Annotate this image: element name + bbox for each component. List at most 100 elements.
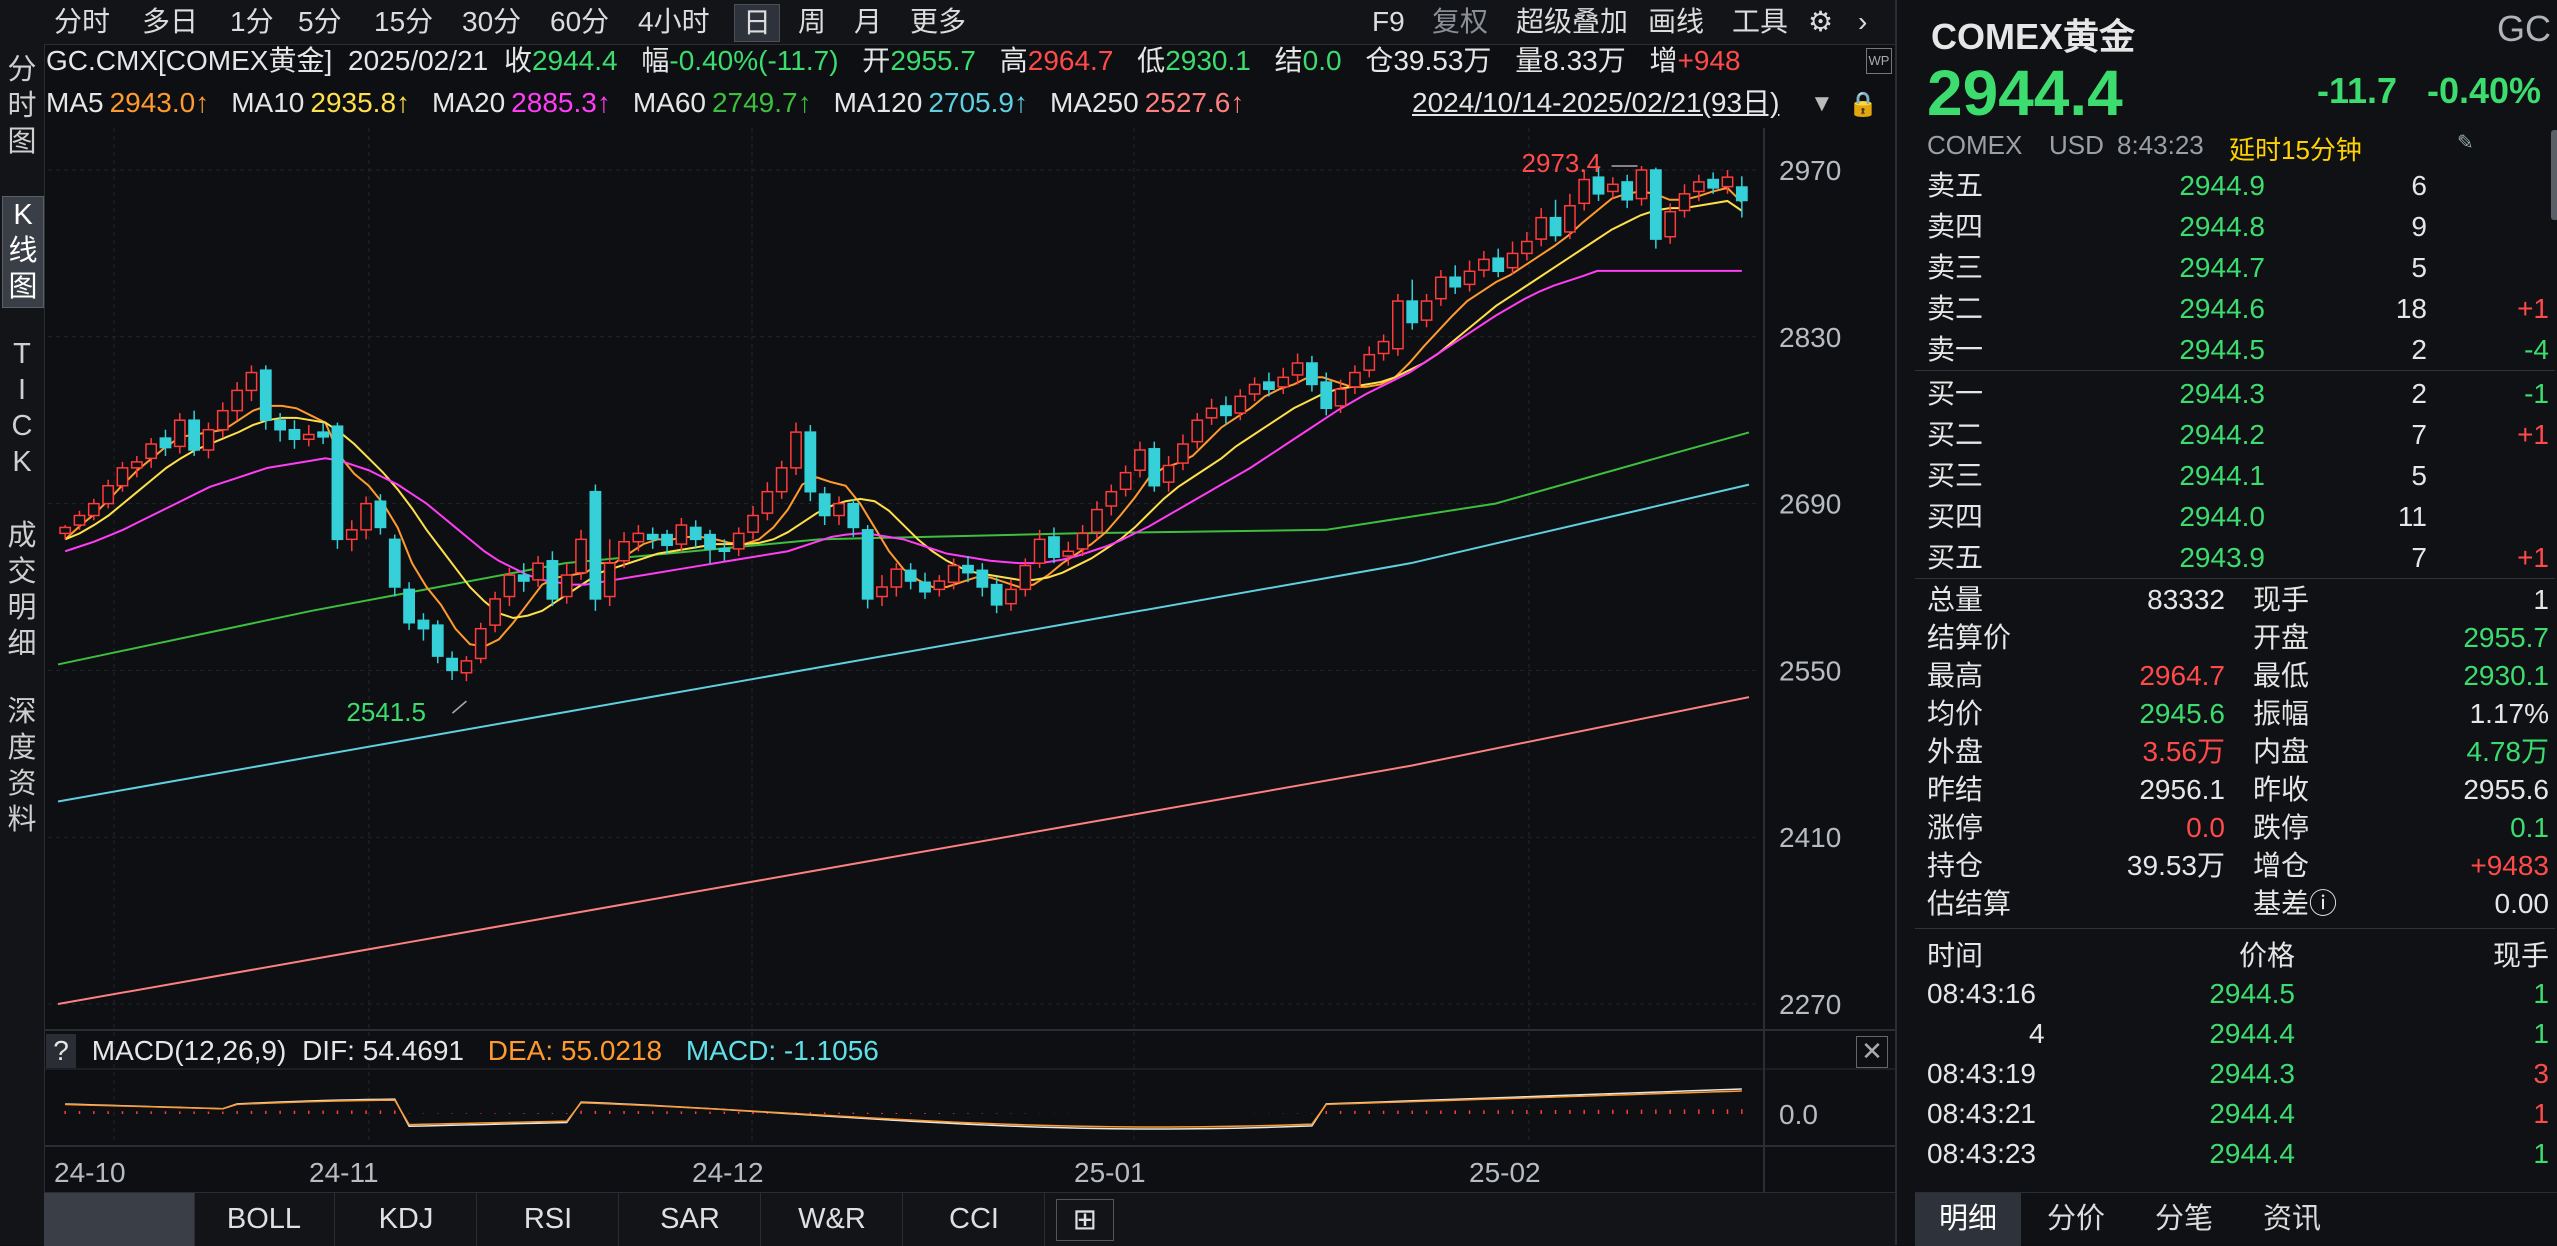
ask-label: 卖四 (1927, 211, 1984, 242)
indicator-tab-cci[interactable]: CCI (904, 1193, 1045, 1246)
indicator-tab-wr[interactable]: W&R (762, 1193, 903, 1246)
tool-button-3[interactable]: 画线 (1648, 6, 1705, 37)
settle-field: 结0.0 (1274, 45, 1342, 76)
candle (962, 556, 974, 583)
candle (403, 582, 416, 630)
edit-icon[interactable]: ✎ (2457, 132, 2474, 154)
period-tab-10[interactable]: 月 (854, 6, 883, 37)
detail-tab-0[interactable]: 明细 (1915, 1193, 2021, 1246)
candle (1334, 379, 1347, 414)
bid-change: +1 (2517, 419, 2549, 450)
period-tab-9[interactable]: 周 (798, 6, 827, 37)
help-icon[interactable]: ? (46, 1034, 76, 1068)
left-tab-1[interactable]: K 线 图 (2, 196, 44, 308)
kline-chart[interactable]: 2970 2830 2690 2550 2410 2270 24-10 24-11 24-12 2… (44, 44, 1895, 1192)
period-tab-4[interactable]: 15分 (374, 6, 434, 37)
ma-value: 2943.0↑ (109, 87, 210, 118)
period-tab-5[interactable]: 30分 (462, 6, 522, 37)
bid-row: 买三 2944.1 5 (1897, 456, 2557, 496)
indicator-tab-kdj[interactable]: KDJ (336, 1193, 477, 1246)
period-tab-11[interactable]: 更多 (910, 6, 967, 37)
wp-badge[interactable]: WP (1866, 48, 1892, 74)
candle (474, 622, 487, 664)
candle (847, 498, 860, 537)
stat-label: 基差ⓘ (2253, 888, 2338, 919)
candle (1363, 346, 1376, 378)
candle (732, 527, 745, 557)
candle (431, 620, 444, 664)
ma-line-ma5 (64, 186, 1743, 648)
ask-label: 卖三 (1927, 252, 1984, 283)
x-tick-label: 25-01 (1074, 1157, 1146, 1188)
detail-tab-2[interactable]: 分笔 (2154, 1203, 2213, 1235)
quote-time: 8:43:23 (2117, 130, 2204, 160)
candle (173, 413, 186, 454)
period-tab-3[interactable]: 5分 (298, 6, 342, 37)
tool-button-1[interactable]: 复权 (1432, 6, 1489, 37)
ma-value: 2885.3↑ (511, 87, 611, 118)
period-tab-8[interactable]: 日 (734, 4, 781, 42)
candle (1091, 501, 1103, 540)
dea-line (65, 1090, 1742, 1128)
candle (73, 510, 86, 530)
candle (1177, 434, 1189, 471)
detail-tab-3[interactable]: 资讯 (2262, 1203, 2321, 1235)
close-field: 收2944.4 (503, 45, 618, 76)
stat-row: 结算价 开盘 2955.7 (1897, 618, 2557, 658)
candle (1563, 193, 1576, 240)
period-tab-1[interactable]: 多日 (142, 6, 199, 37)
period-tab-0[interactable]: 分时 (54, 6, 111, 37)
left-tab-4[interactable]: 深 度 资 料 (7, 696, 37, 836)
y-tick-label: 2690 (1779, 489, 1841, 520)
range-dropdown-icon[interactable]: ▼ (1810, 90, 1834, 117)
stat-row: 总量 83332 现手 1 (1897, 580, 2557, 620)
close-icon[interactable]: ✕ (1856, 1036, 1888, 1068)
gear-icon[interactable]: ⚙ (1808, 6, 1834, 37)
candle (417, 613, 430, 641)
tick-price: 2944.4 (2209, 1018, 2295, 1049)
candle (503, 567, 516, 607)
candle (833, 496, 845, 526)
stat-value: 2955.7 (2463, 622, 2549, 653)
candle (489, 591, 501, 633)
ma-line-ma250 (57, 696, 1750, 1005)
period-tab-6[interactable]: 60分 (550, 6, 610, 37)
left-tab-2[interactable]: T I C K (11, 338, 33, 478)
chevron-right-icon[interactable]: › (1858, 6, 1868, 37)
tool-button-4[interactable]: 工具 (1732, 6, 1789, 37)
tool-button-0[interactable]: F9 (1372, 6, 1405, 37)
bid-price: 2944.1 (2179, 460, 2265, 491)
left-tab-0[interactable]: 分 时 图 (7, 54, 37, 158)
ticks-separator (1915, 928, 2555, 929)
ma-line-ma60 (57, 431, 1750, 666)
date-range[interactable]: 2024/10/14-2025/02/21(93日) (1412, 87, 1780, 118)
lock-icon[interactable]: 🔒 (1848, 91, 1878, 118)
tick-row: 08:43:16 2944.5 1 (1897, 974, 2557, 1014)
scrollbar[interactable] (2551, 130, 2557, 220)
indicator-tab-sar[interactable]: SAR (620, 1193, 761, 1246)
period-tab-7[interactable]: 4小时 (638, 6, 710, 37)
candle (116, 461, 129, 492)
candle (1692, 174, 1705, 201)
stat-value: 0.00 (2494, 888, 2550, 919)
indicator-tab-rsi[interactable]: RSI (478, 1193, 619, 1246)
ask-price: 2944.9 (2179, 170, 2265, 201)
add-indicator-icon[interactable]: ⊞ (1056, 1199, 1114, 1241)
tool-button-2[interactable]: 超级叠加 (1516, 6, 1629, 37)
candle (1477, 251, 1490, 278)
period-tab-2[interactable]: 1分 (230, 6, 274, 37)
indicator-tab-selected[interactable] (44, 1193, 195, 1246)
stat-value: 0.0 (2186, 812, 2225, 843)
price-change-pct: -0.40% (2427, 70, 2542, 111)
stat-value: 1.17% (2469, 698, 2549, 729)
left-tab-3[interactable]: 成 交 明 细 (7, 520, 37, 660)
indicator-tab-boll[interactable]: BOLL (194, 1193, 335, 1246)
dea-field: DEA: 55.0218 (487, 1035, 663, 1066)
detail-tab-1[interactable]: 分价 (2046, 1203, 2105, 1235)
candle (1735, 176, 1748, 218)
ma-legend-item: MA5 2943.0↑ (46, 87, 223, 118)
increase-field: 增+948 (1649, 45, 1741, 76)
tick-row: 4 2944.4 1 (1897, 1014, 2557, 1054)
candle (1592, 167, 1605, 201)
stat-row: 昨结 2956.1 昨收 2955.6 (1897, 770, 2557, 810)
